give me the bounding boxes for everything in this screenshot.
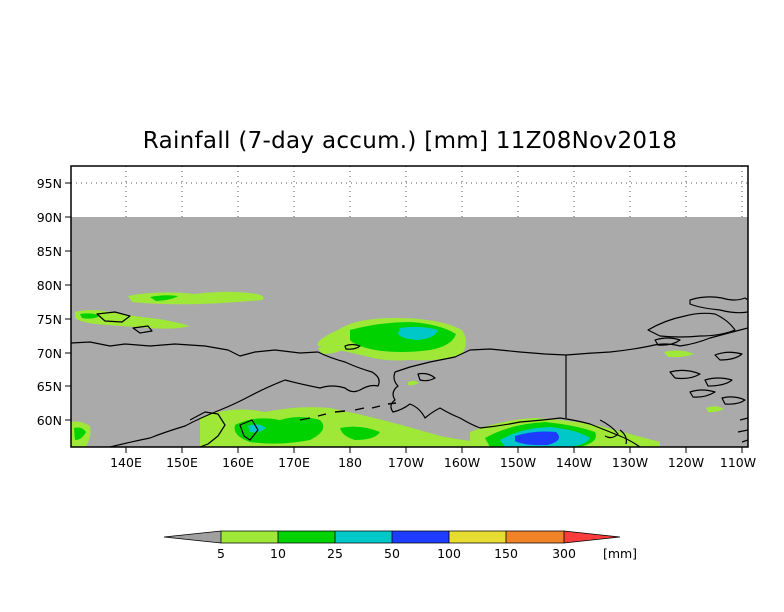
- map-frame: [70, 165, 749, 448]
- lon-label: 160W: [444, 455, 480, 470]
- lon-label: 180: [338, 455, 362, 470]
- legend-swatch-50-100: [392, 531, 449, 543]
- coastlines: [71, 296, 748, 447]
- legend-tick-label: 10: [270, 546, 286, 561]
- legend-below-triangle: [164, 531, 221, 543]
- lon-label: 140W: [556, 455, 592, 470]
- legend-tick-label: 25: [327, 546, 343, 561]
- legend-tick-label: 50: [384, 546, 400, 561]
- lat-label: 65N: [37, 379, 62, 394]
- lat-label: 70N: [37, 346, 62, 361]
- legend-tick-label: 300: [552, 546, 576, 561]
- lon-label: 130W: [612, 455, 648, 470]
- lon-label: 170W: [388, 455, 424, 470]
- lat-ticks: [65, 182, 71, 421]
- map-title: Rainfall (7-day accum.) [mm] 11Z08Nov201…: [142, 128, 678, 154]
- legend-swatch-10-25: [278, 531, 335, 543]
- rainfall-field: [71, 291, 724, 447]
- lon-label: 110W: [720, 455, 756, 470]
- legend-swatch-5-10: [221, 531, 278, 543]
- lat-label: 85N: [37, 244, 62, 259]
- lon-label: 140E: [110, 455, 142, 470]
- legend-swatch-150-300: [506, 531, 564, 543]
- lon-label: 150E: [166, 455, 198, 470]
- lat-label: 95N: [37, 176, 62, 191]
- lon-label: 150W: [500, 455, 536, 470]
- legend-above-triangle: [564, 531, 620, 543]
- legend-tick-label: 5: [217, 546, 225, 561]
- lon-label: 170E: [278, 455, 310, 470]
- legend-unit: [mm]: [603, 546, 637, 561]
- map-gridlines: [71, 166, 748, 217]
- color-legend: 5 10 25 50 100 150 300 [mm]: [163, 530, 637, 561]
- lon-label: 120W: [668, 455, 704, 470]
- legend-swatch-100-150: [449, 531, 506, 543]
- legend-tick-label: 100: [437, 546, 461, 561]
- lat-label: 80N: [37, 278, 62, 293]
- legend-swatch-25-50: [335, 531, 392, 543]
- lon-label: 160E: [222, 455, 254, 470]
- lat-label: 60N: [37, 413, 62, 428]
- lat-label: 90N: [37, 210, 62, 225]
- lat-label: 75N: [37, 312, 62, 327]
- lon-ticks: [125, 447, 743, 453]
- legend-tick-label: 150: [494, 546, 518, 561]
